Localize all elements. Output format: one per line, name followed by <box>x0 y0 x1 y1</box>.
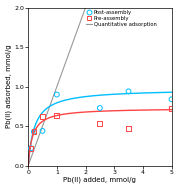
Point <box>170 98 173 101</box>
Point <box>127 127 130 130</box>
Point <box>98 106 101 109</box>
Point <box>30 147 32 150</box>
Point <box>170 107 173 110</box>
Point <box>32 130 35 133</box>
Point <box>127 90 130 93</box>
Point <box>55 93 58 96</box>
Point <box>55 114 58 117</box>
Y-axis label: Pb(II) adsorbed, mmol/g: Pb(II) adsorbed, mmol/g <box>6 45 12 129</box>
Point <box>32 130 35 133</box>
Point <box>41 129 44 132</box>
Point <box>30 147 32 150</box>
Point <box>98 122 101 125</box>
X-axis label: Pb(II) added, mmol/g: Pb(II) added, mmol/g <box>63 177 136 184</box>
Point <box>41 115 44 118</box>
Legend: Post-assembly, Pre-assembly, Quantitative adsorption: Post-assembly, Pre-assembly, Quantitativ… <box>85 9 158 28</box>
